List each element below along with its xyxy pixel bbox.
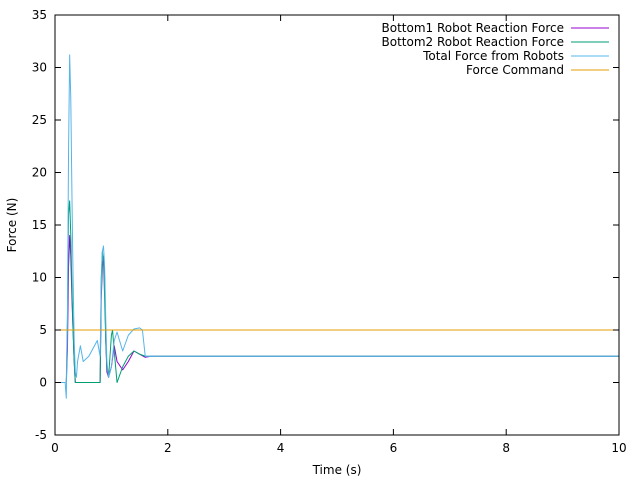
x-tick-label: 6 [390, 441, 398, 455]
legend-label: Bottom2 Robot Reaction Force [382, 35, 564, 49]
y-tick-label: 10 [32, 271, 47, 285]
x-tick-label: 8 [502, 441, 510, 455]
y-tick-label: 35 [32, 8, 47, 22]
series-layer [55, 54, 619, 399]
legend-label: Force Command [466, 63, 564, 77]
y-tick-label: 25 [32, 113, 47, 127]
y-tick-label: 5 [39, 323, 47, 337]
y-tick-label: 15 [32, 218, 47, 232]
x-axis-title: Time (s) [312, 463, 362, 477]
y-tick-label: 20 [32, 166, 47, 180]
y-tick-label: 0 [39, 376, 47, 390]
tick-layer: 0 2 4 6 8 10 -5 0 5 10 15 20 25 30 35 [32, 8, 627, 455]
x-tick-label: 4 [277, 441, 285, 455]
y-axis-title: Force (N) [5, 198, 19, 253]
x-tick-label: 0 [51, 441, 59, 455]
y-tick-label: 30 [32, 61, 47, 75]
series-line-2 [65, 200, 619, 383]
legend-label: Total Force from Robots [422, 49, 564, 63]
x-tick-label: 10 [611, 441, 626, 455]
x-tick-label: 2 [164, 441, 172, 455]
legend-label: Bottom1 Robot Reaction Force [382, 21, 564, 35]
y-tick-label: -5 [35, 428, 47, 442]
